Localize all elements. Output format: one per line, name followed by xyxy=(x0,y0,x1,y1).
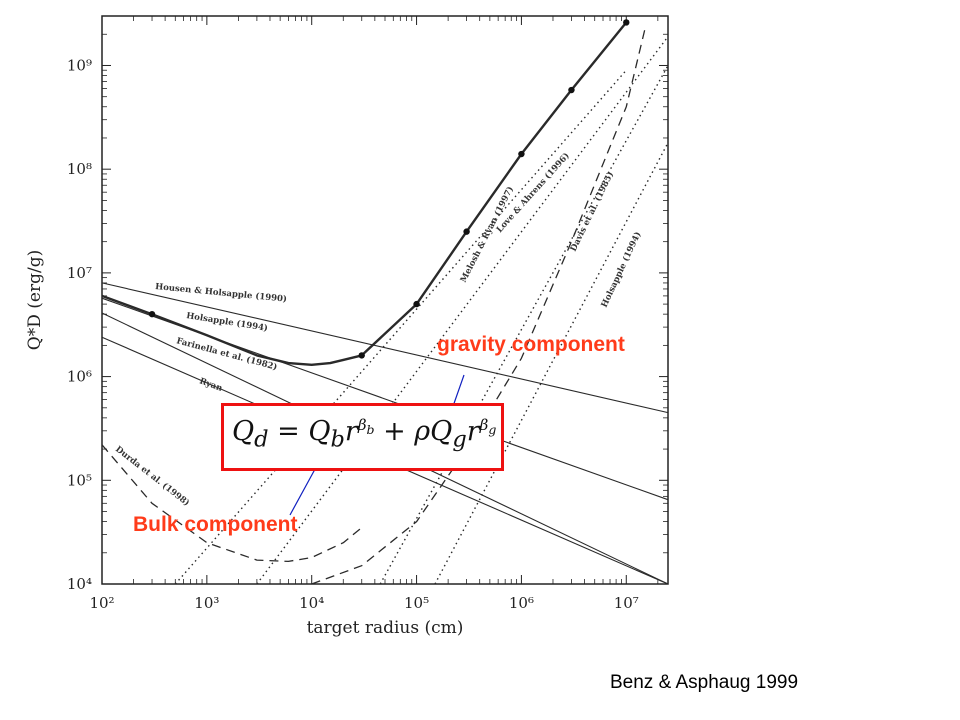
data-point xyxy=(413,300,420,308)
data-point xyxy=(358,352,365,359)
y-tick-label: 10⁵ xyxy=(67,471,92,489)
citation: Benz & Asphaug 1999 xyxy=(610,672,799,693)
series-line-7 xyxy=(256,36,669,585)
formula-beta-b-symbol: β xyxy=(357,416,367,434)
formula-qd: Q xyxy=(232,416,255,447)
x-tick-label: 10⁵ xyxy=(404,594,429,612)
x-tick-label: 10³ xyxy=(194,594,219,612)
data-point xyxy=(463,228,470,235)
data-point xyxy=(568,86,575,94)
data-point xyxy=(623,19,630,26)
series-line-10 xyxy=(434,142,669,585)
series-line-9 xyxy=(379,65,669,585)
formula-beta-g: βg xyxy=(479,416,497,437)
series-line-4 xyxy=(101,444,363,563)
formula-r2: r xyxy=(466,416,480,447)
formula-r1: r xyxy=(344,416,358,447)
series-line-8 xyxy=(311,29,646,585)
gravity-component-label: gravity component xyxy=(437,333,625,356)
y-tick-label: 10⁹ xyxy=(67,56,92,74)
formula-plus: + xyxy=(374,416,415,447)
x-tick-label: 10⁷ xyxy=(614,594,639,612)
series-label-9: Davis et al. (1985) xyxy=(568,170,616,253)
y-axis-label-text: Q*D (erg/g) xyxy=(25,250,45,350)
x-axis-label: target radius (cm) xyxy=(307,618,464,638)
formula-qb: Q xyxy=(308,416,331,447)
series-label-3: Ryan xyxy=(198,376,224,393)
formula-beta-b: βb xyxy=(357,416,375,437)
formula-beta-g-sub: g xyxy=(488,422,497,437)
data-point xyxy=(148,310,156,318)
axis-ticks: 10² 10³ 10⁴ 10⁵ 10⁶ 10⁷ 10⁴ 10⁵ 10⁶ 10⁷ 10⁸ 10⁹ xyxy=(67,15,668,612)
series-label-1: Holsapple (1994) xyxy=(186,310,269,334)
series-label-10: Holsapple (1994) xyxy=(599,230,644,309)
data-point xyxy=(518,150,525,158)
formula-qg-sub: g xyxy=(452,426,467,453)
series-label-2: Farinella et al. (1982) xyxy=(175,335,278,373)
points-layer xyxy=(148,19,630,359)
series-label-0: Housen & Holsapple (1990) xyxy=(155,281,288,305)
x-tick-label: 10⁴ xyxy=(299,594,324,612)
y-tick-label: 10⁸ xyxy=(67,160,92,178)
x-tick-label: 10⁶ xyxy=(509,594,534,612)
formula-box: Qd = Qbrβb + ρQgrβg xyxy=(221,403,504,471)
formula-rho: ρ xyxy=(414,416,431,447)
formula-equation: Qd = Qbrβb + ρQgrβg xyxy=(232,416,496,452)
series-line-5 xyxy=(101,21,628,366)
formula-qb-sub: b xyxy=(330,426,345,453)
y-axis-label: Q*D (erg/g) xyxy=(25,250,45,350)
formula-qg: Q xyxy=(430,416,453,447)
formula-beta-b-sub: b xyxy=(366,422,375,437)
y-tick-label: 10⁶ xyxy=(67,368,92,386)
x-tick-label: 10² xyxy=(89,594,114,612)
y-tick-label: 10⁷ xyxy=(67,264,92,282)
bulk-component-label: Bulk component xyxy=(133,513,298,536)
y-tick-label: 10⁴ xyxy=(67,575,92,593)
series-label-4: Durda et al. (1998) xyxy=(113,444,192,509)
formula-beta-g-symbol: β xyxy=(479,416,489,434)
formula-qd-sub: d xyxy=(254,426,269,453)
formula-equals: = xyxy=(268,416,309,447)
series-line-0 xyxy=(101,282,669,414)
